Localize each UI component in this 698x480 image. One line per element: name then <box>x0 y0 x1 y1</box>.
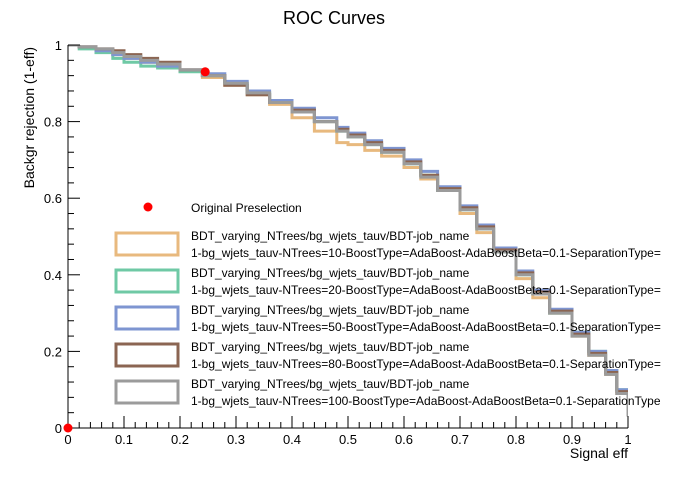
legend-swatch-series-2 <box>114 268 180 294</box>
y-tick-label: 1 <box>55 38 62 53</box>
legend-swatch-series-1 <box>114 231 180 257</box>
legend-label-line2: 1-bg_wjets_tauv-NTrees=20-BoostType=AdaB… <box>191 283 661 297</box>
legend-label-line1: BDT_varying_NTrees/bg_wjets_tauv/BDT-job… <box>191 377 470 391</box>
legend-swatch-series-4 <box>114 342 180 368</box>
legend-label-preselection: Original Preselection <box>191 201 302 215</box>
x-tick-label: 0.7 <box>451 432 469 447</box>
x-tick-label: 0 <box>64 432 71 447</box>
legend-label-line1: BDT_varying_NTrees/bg_wjets_tauv/BDT-job… <box>191 229 470 243</box>
x-tick-label: 0.1 <box>115 432 133 447</box>
y-tick-label: 0.4 <box>44 268 62 283</box>
legend-swatch-series-3 <box>114 305 180 331</box>
roc-curve-series-5 <box>68 45 628 417</box>
legend-label-line2: 1-bg_wjets_tauv-NTrees=100-BoostType=Ada… <box>191 394 661 408</box>
legend-label-line2: 1-bg_wjets_tauv-NTrees=80-BoostType=AdaB… <box>191 357 661 371</box>
x-axis-label: Signal eff <box>570 445 628 461</box>
x-tick-label: 0.5 <box>339 432 357 447</box>
legend-swatch-series-5 <box>114 379 180 405</box>
y-tick-label: 0.8 <box>44 115 62 130</box>
x-tick-label: 0.2 <box>171 432 189 447</box>
chart-title: ROC Curves <box>283 8 385 28</box>
roc-curve-series-2 <box>68 45 628 409</box>
x-tick-label: 0.4 <box>283 432 301 447</box>
y-axis-label: Backgr rejection (1-eff) <box>21 47 37 188</box>
x-tick-label: 0.6 <box>395 432 413 447</box>
preselection-point <box>63 423 73 433</box>
x-tick-label: 0.9 <box>563 432 581 447</box>
legend-label-line1: BDT_varying_NTrees/bg_wjets_tauv/BDT-job… <box>191 303 470 317</box>
y-tick-label: 0.2 <box>44 344 62 359</box>
x-tick-label: 0.8 <box>507 432 525 447</box>
legend: Original Preselection BDT_varying_NTrees/… <box>114 201 661 408</box>
preselection-point <box>200 67 210 77</box>
legend-label-line1: BDT_varying_NTrees/bg_wjets_tauv/BDT-job… <box>191 266 470 280</box>
plot-area <box>68 45 628 417</box>
legend-label-line2: 1-bg_wjets_tauv-NTrees=10-BoostType=AdaB… <box>191 246 661 260</box>
y-tick-label: 0.6 <box>44 191 62 206</box>
legend-label-line2: 1-bg_wjets_tauv-NTrees=50-BoostType=AdaB… <box>191 320 661 334</box>
y-tick-label: 0 <box>55 421 62 436</box>
x-tick-label: 0.3 <box>227 432 245 447</box>
legend-label-line1: BDT_varying_NTrees/bg_wjets_tauv/BDT-job… <box>191 340 470 354</box>
legend-marker-preselection <box>143 202 153 212</box>
x-tick-label: 1 <box>624 432 631 447</box>
